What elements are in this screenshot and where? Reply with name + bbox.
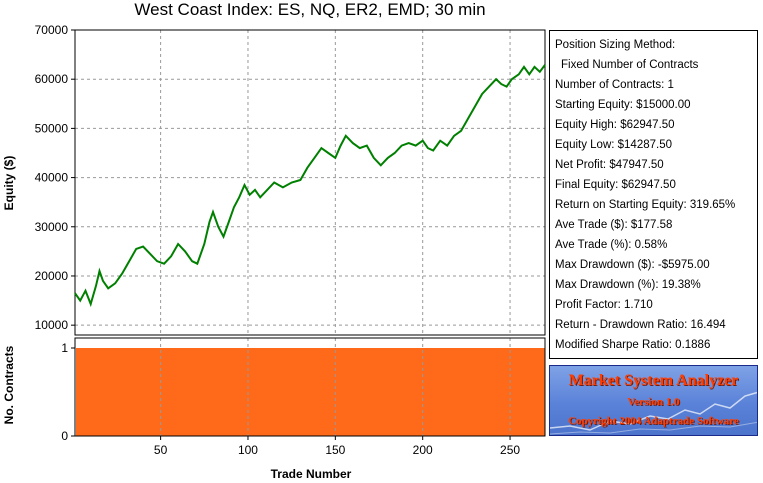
contracts-grid [160,338,511,436]
stats-panel: Position Sizing Method: Fixed Number of … [549,30,758,359]
x-tick-label: 50 [154,443,168,457]
x-ticks: 50 100 150 200 250 [154,436,520,457]
equity-grid [75,30,545,335]
contracts-y-ticks: 01 [61,341,75,443]
x-axis-label: Trade Number [271,467,352,481]
stat-number-of-contracts: Number of Contracts: 1 [555,79,674,91]
contracts-y-tick-label: 0 [61,429,68,443]
stat-final-equity: Final Equity: $62947.50 [555,179,676,191]
x-tick-label: 150 [325,443,345,457]
logo-background-graphic [550,391,757,435]
stat-modified-sharpe-ratio: Modified Sharpe Ratio: 0.1886 [555,339,711,351]
stat-equity-low: Equity Low: $14287.50 [555,139,673,151]
equity-y-tick-label: 60000 [35,72,69,86]
equity-y-tick-label: 30000 [35,220,69,234]
chart-title: West Coast Index: ES, NQ, ER2, EMD; 30 m… [134,0,485,19]
stat-return-on-starting-equity: Return on Starting Equity: 319.65% [555,199,736,211]
contracts-plot-frame [74,337,546,437]
equity-y-ticks: 10000 20000 30000 40000 50000 60000 70000 [35,23,75,332]
product-logo: Market System Analyzer Version 1.0 Copyr… [549,365,758,436]
y-axis-label: Equity ($) [2,156,16,211]
stat-position-sizing-method: Position Sizing Method: [555,39,676,51]
stat-net-profit: Net Profit: $47947.50 [555,159,664,171]
stat-max-drawdown-percent: Max Drawdown (%): 19.38% [555,279,701,291]
equity-curve [74,64,546,308]
contracts-area-fill [76,348,545,436]
stat-ave-trade-percent: Ave Trade (%): 0.58% [555,239,668,251]
equity-y-tick-label: 20000 [35,269,69,283]
contracts-y-tick-label: 1 [61,341,68,355]
equity-plot-frame [74,29,546,336]
stat-max-drawdown-dollars: Max Drawdown ($): -$5975.00 [555,259,710,271]
logo-version: Version 1.0 [627,396,680,408]
equity-y-tick-label: 50000 [35,121,69,135]
y2-axis-label: No. Contracts [2,345,16,424]
x-tick-label: 100 [238,443,258,457]
equity-y-tick-label: 40000 [35,171,69,185]
equity-y-tick-label: 10000 [35,318,69,332]
logo-copyright: Copyright 2004 Adaptrade Software [568,415,739,427]
equity-y-tick-label: 70000 [35,23,69,37]
stat-starting-equity: Starting Equity: $15000.00 [555,99,691,111]
logo-title: Market System Analyzer [568,372,739,389]
stat-sizing-method-value: Fixed Number of Contracts [561,59,699,71]
x-tick-label: 250 [500,443,520,457]
stat-ave-trade-dollars: Ave Trade ($): $177.58 [555,219,673,231]
stat-profit-factor: Profit Factor: 1.710 [555,299,653,311]
stat-equity-high: Equity High: $62947.50 [555,119,675,131]
x-tick-label: 200 [413,443,433,457]
stat-return-drawdown-ratio: Return - Drawdown Ratio: 16.494 [555,319,726,331]
